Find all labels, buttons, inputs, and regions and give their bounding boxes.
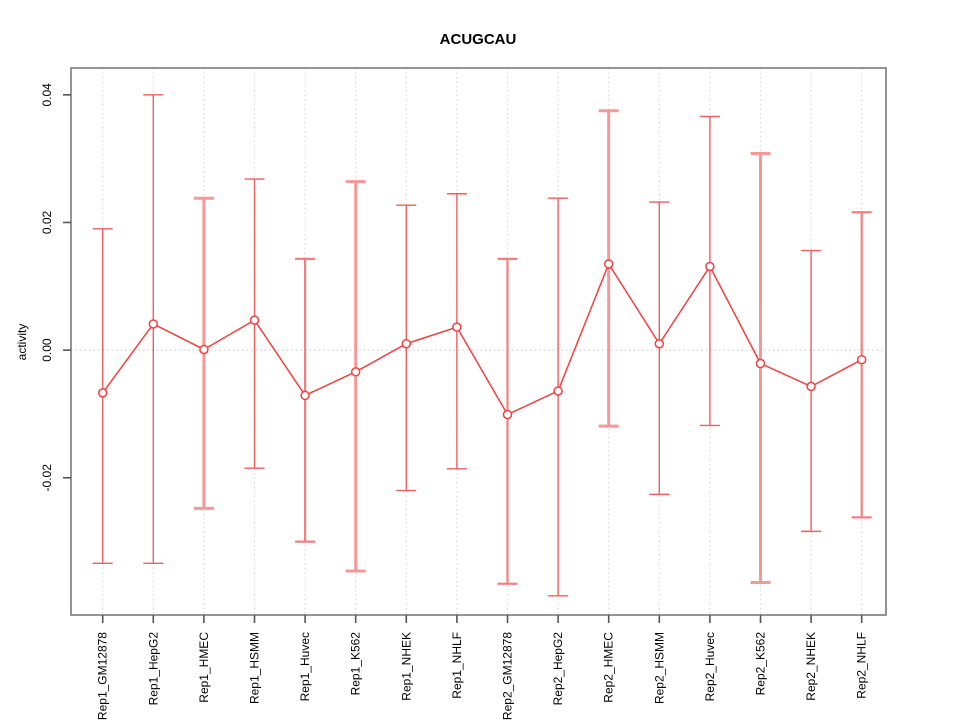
data-point [97,388,108,398]
data-point [350,367,361,377]
data-point [553,386,563,396]
x-tick-label: Rep2_K562 [754,632,768,696]
plot-border [70,67,887,616]
x-tick-label: Rep2_GM12878 [501,632,515,720]
x-tick-label: Rep1_Huvec [298,632,312,701]
plot-area: 0.04 0.02 0.00 -0.02 Rep1_GM12878 Rep1_HepG2 R… [40,67,887,720]
data-point [199,344,209,355]
y-tick-label: 0.00 [40,338,54,362]
x-tick-label: Rep1_HepG2 [146,632,160,706]
data-point [856,354,867,365]
x-tick-label: Rep2_NHLF [855,632,869,699]
data-point [148,319,159,329]
x-tick-label: Rep2_Huvec [703,632,717,701]
x-tick-label: Rep1_HSMM [248,632,262,704]
data-point [654,338,665,349]
data-point [806,381,816,392]
x-tick-label: Rep1_NHEK [399,632,413,701]
x-tick-label: Rep2_HepG2 [551,632,565,706]
x-tick-label: Rep1_K562 [349,632,363,696]
data-point [300,390,310,401]
data-point [401,338,412,349]
x-tick-label: Rep1_GM12878 [96,632,110,720]
x-tick-label: Rep2_NHEK [804,632,818,701]
data-point [502,409,513,420]
series-line [102,262,863,416]
data-point [249,315,260,325]
data-point [705,261,715,272]
y-tick-label: -0.02 [40,464,54,492]
chart-title: ACUGCAU [440,31,517,48]
y-tick-label: 0.04 [40,83,54,107]
data-point [755,358,766,369]
data-point [603,259,614,269]
x-tick-label: Rep2_HMEC [602,632,616,703]
x-tick-label: Rep1_NHLF [450,632,464,699]
y-tick-label: 0.02 [40,210,54,234]
data-point [452,322,462,332]
x-tick-label: Rep1_HMEC [197,632,211,703]
x-tick-label: Rep2_HSMM [652,632,666,704]
y-axis-title: activity [15,324,29,361]
